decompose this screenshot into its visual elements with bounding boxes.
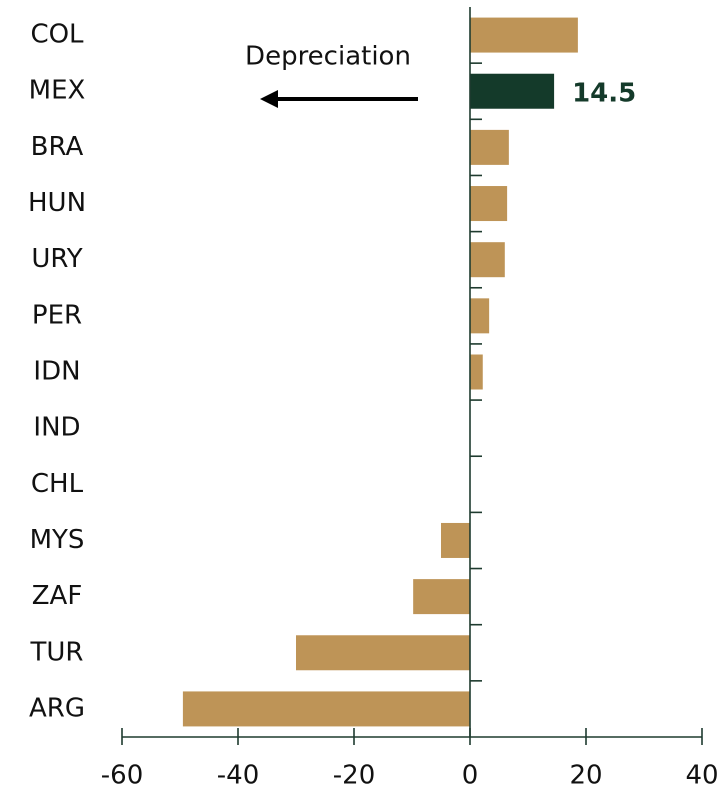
x-tick-label: 40	[685, 761, 718, 791]
bar	[470, 354, 483, 390]
bar	[470, 17, 578, 53]
bar	[470, 298, 490, 334]
y-tick-label: PER	[32, 300, 82, 330]
bar	[470, 186, 508, 222]
bar	[441, 522, 470, 558]
y-tick-label: MYS	[30, 525, 85, 555]
y-tick-label: HUN	[28, 188, 86, 218]
x-tick-label: -60	[101, 761, 143, 791]
annotation: Depreciation	[245, 42, 411, 72]
y-tick-label: IND	[33, 413, 80, 443]
y-tick-label: IDN	[33, 357, 80, 387]
bar	[470, 129, 509, 165]
y-tick-label: TUR	[30, 637, 84, 667]
x-tick-label: 0	[462, 761, 479, 791]
bar	[296, 635, 470, 671]
bar	[470, 242, 505, 278]
y-tick-label: MEX	[29, 76, 86, 106]
bar	[470, 73, 555, 109]
y-tick-label: ARG	[29, 693, 85, 723]
bar	[413, 579, 470, 615]
arrow-head	[260, 90, 278, 108]
x-tick-label: -20	[333, 761, 375, 791]
x-tick-label: 20	[569, 761, 602, 791]
y-tick-label: BRA	[31, 132, 84, 162]
y-tick-label: ZAF	[32, 581, 83, 611]
y-tick-label: COL	[30, 20, 84, 50]
value-label: 14.5	[572, 79, 636, 109]
y-tick-label: URY	[31, 244, 82, 274]
bar	[182, 691, 470, 727]
y-tick-label: CHL	[31, 469, 84, 499]
x-tick-label: -40	[217, 761, 259, 791]
